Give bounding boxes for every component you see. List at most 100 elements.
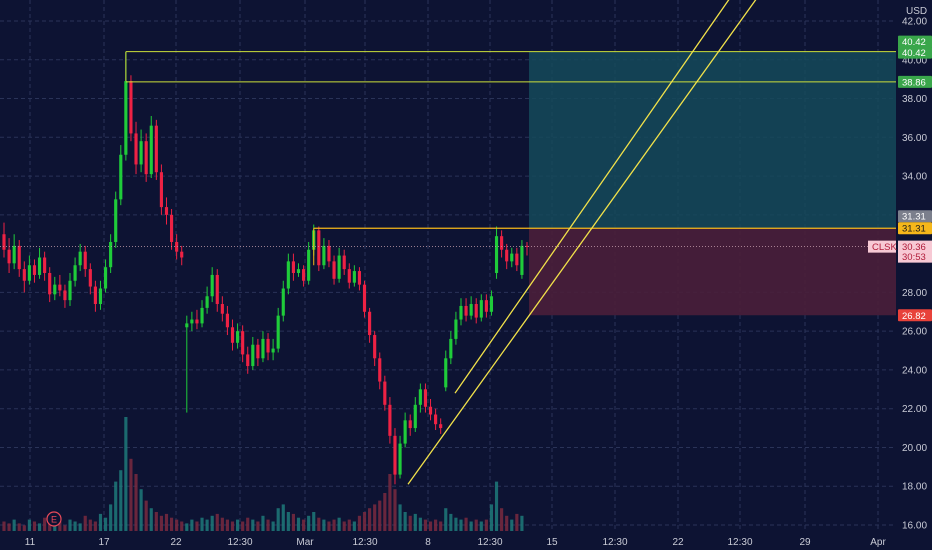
volume-bar bbox=[180, 521, 184, 531]
candle-body bbox=[515, 253, 519, 266]
volume-bar bbox=[362, 512, 367, 531]
candle-body bbox=[322, 245, 326, 266]
volume-bar bbox=[281, 504, 285, 531]
trend-line-lower bbox=[407, 0, 757, 485]
volume-bar bbox=[139, 489, 143, 531]
candle-body bbox=[185, 323, 189, 328]
candle-body bbox=[494, 236, 499, 273]
volume-bar bbox=[347, 519, 351, 531]
volume-bar bbox=[185, 523, 189, 531]
volume-bar bbox=[144, 500, 148, 531]
volume-bar bbox=[27, 519, 31, 531]
volume-bar bbox=[220, 517, 224, 531]
candle-body bbox=[251, 344, 255, 367]
target-2-tag-box bbox=[898, 75, 932, 88]
grid bbox=[0, 0, 896, 532]
volume-bar bbox=[368, 508, 372, 531]
candle-body bbox=[281, 288, 285, 316]
price-axis[interactable]: USD 42.0040.0038.0036.0034.0032.0028.002… bbox=[902, 6, 927, 532]
candle-body bbox=[12, 245, 16, 264]
time-tick-label: 11 bbox=[25, 537, 36, 548]
volume-bar bbox=[286, 512, 290, 531]
volume-bar bbox=[241, 521, 245, 531]
target-1b-tag-text: 40.42 bbox=[902, 48, 926, 59]
candle-body bbox=[261, 338, 265, 359]
drawn-lines bbox=[0, 0, 896, 485]
entry-gray-tag-text: 31.31 bbox=[902, 212, 926, 223]
candle-body bbox=[225, 313, 229, 328]
candle-body bbox=[500, 236, 504, 250]
candle-body bbox=[195, 319, 199, 324]
candle-body bbox=[449, 338, 453, 359]
last-price-text: 30.36 bbox=[902, 242, 926, 253]
entry-tag-box bbox=[898, 222, 932, 235]
candle-body bbox=[454, 319, 458, 339]
candle-body bbox=[27, 265, 31, 281]
currency-label: USD bbox=[906, 6, 927, 17]
candle-body bbox=[357, 271, 362, 285]
volume-bar bbox=[93, 521, 97, 531]
time-tick-label: 22 bbox=[170, 537, 182, 548]
candle-body bbox=[525, 245, 529, 247]
volume-bar bbox=[342, 521, 346, 531]
volume-bar bbox=[205, 519, 209, 531]
volume-bar bbox=[190, 519, 194, 531]
volume-bar bbox=[423, 519, 428, 531]
volume-bar bbox=[215, 513, 219, 531]
candle-body bbox=[144, 141, 148, 175]
candle-body bbox=[459, 305, 463, 320]
time-axis[interactable]: 11 17 22 12:30 Mar 12:30 8 12:30 15 12:30 22 12:30 2… bbox=[25, 537, 887, 548]
candle-body bbox=[159, 172, 163, 208]
volume-bar bbox=[134, 474, 138, 531]
entry-tag-text: 31.31 bbox=[902, 224, 926, 235]
target-2-tag-text: 38.86 bbox=[902, 77, 926, 88]
volume-bar bbox=[494, 481, 499, 531]
candle-body bbox=[383, 381, 387, 405]
volume-bar bbox=[312, 512, 316, 531]
candle-body bbox=[246, 354, 250, 367]
countdown-text: 30:53 bbox=[902, 252, 926, 263]
volume-bar bbox=[103, 517, 108, 531]
earnings-event-icon[interactable] bbox=[46, 511, 62, 527]
target-1-tag-text: 40.42 bbox=[902, 37, 926, 48]
volume-bar bbox=[464, 517, 468, 531]
candle-body bbox=[393, 435, 397, 475]
volume-bar bbox=[261, 515, 265, 531]
volume-bar bbox=[296, 517, 301, 531]
time-tick-label: Mar bbox=[296, 537, 314, 548]
volume-bar bbox=[175, 519, 179, 531]
last-price-box bbox=[898, 240, 932, 263]
volume-bar bbox=[48, 521, 52, 531]
volume-bar bbox=[12, 519, 16, 531]
candle-body bbox=[17, 245, 21, 270]
volume-bar bbox=[408, 515, 412, 531]
volume-bar bbox=[357, 515, 362, 531]
volume-bar bbox=[444, 508, 448, 531]
price-tick-label: 42.00 bbox=[902, 17, 927, 28]
candle-body bbox=[474, 304, 478, 318]
candle-body bbox=[307, 249, 311, 281]
profit-zone bbox=[529, 51, 896, 229]
volume-bar bbox=[373, 504, 377, 531]
volume-bar bbox=[124, 417, 128, 531]
price-tick-label: 18.00 bbox=[902, 482, 927, 493]
candle-body bbox=[464, 305, 468, 316]
volume-bar bbox=[276, 508, 280, 531]
volume-bar bbox=[520, 515, 524, 531]
candle-body bbox=[378, 358, 382, 382]
candle-body bbox=[220, 304, 224, 314]
candle-body bbox=[114, 199, 118, 242]
volume-bar bbox=[393, 489, 397, 531]
price-tick-label: 22.00 bbox=[902, 404, 927, 415]
volume-bars bbox=[2, 417, 524, 531]
volume-bar bbox=[398, 504, 402, 531]
volume-bar bbox=[78, 523, 82, 531]
time-tick-label: 12:30 bbox=[477, 537, 502, 548]
candle-body bbox=[68, 280, 72, 301]
volume-bar bbox=[332, 519, 336, 531]
volume-bar bbox=[383, 493, 387, 531]
candle-body bbox=[403, 420, 407, 444]
time-tick-label: 12:30 bbox=[352, 537, 377, 548]
candle-body bbox=[418, 389, 422, 405]
candle-body bbox=[484, 300, 488, 312]
